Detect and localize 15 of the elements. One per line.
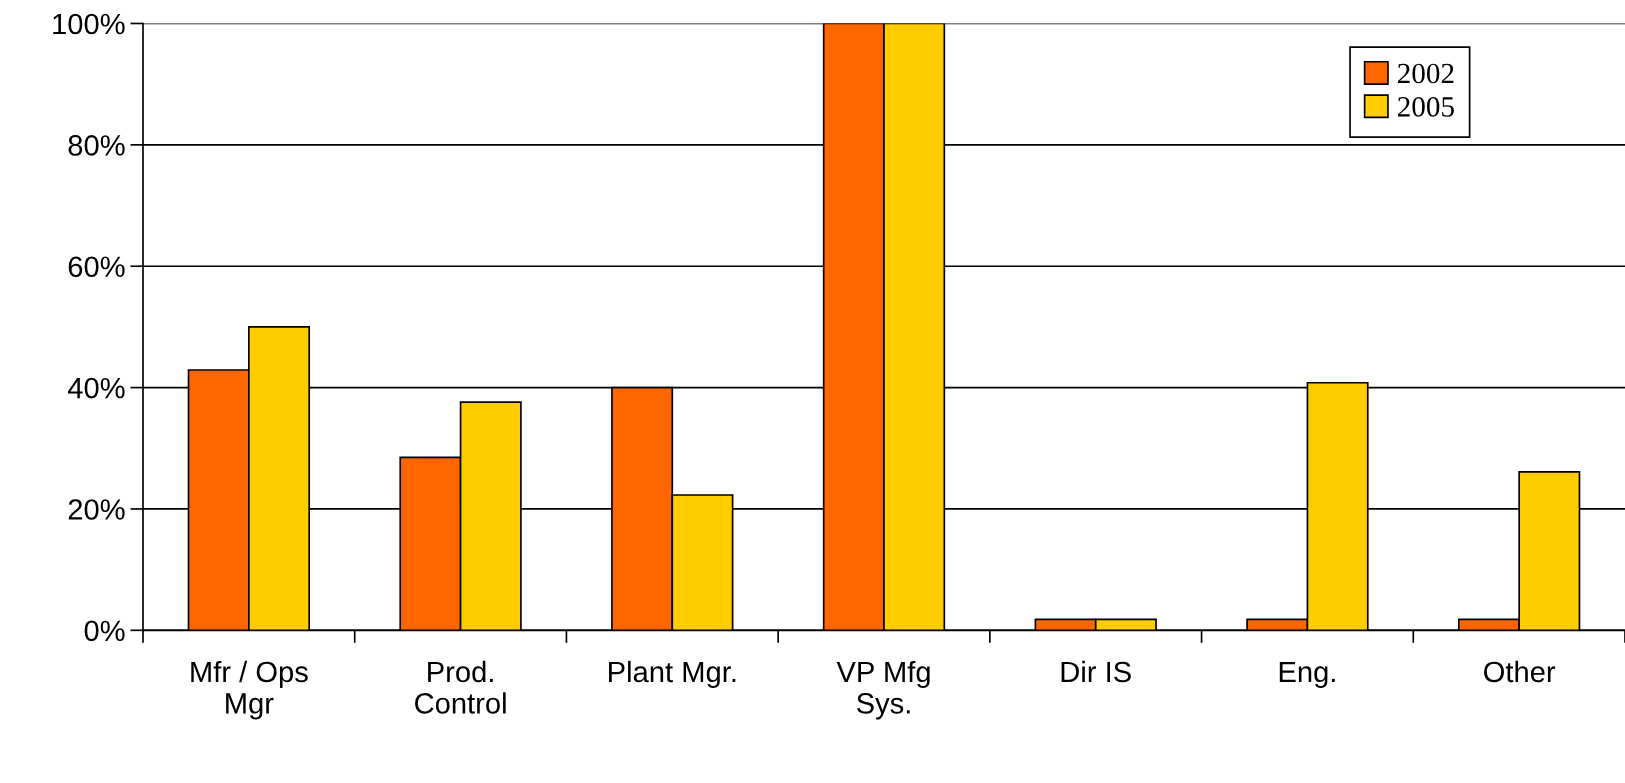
y-tick-label: 100% xyxy=(53,13,125,35)
legend-label: 2005 xyxy=(1397,96,1454,117)
x-tick-label: Plant Mgr. xyxy=(609,660,736,689)
x-tick-label: Dir IS xyxy=(1061,660,1131,683)
y-tick-label: 20% xyxy=(68,499,125,520)
y-tick-label: 0% xyxy=(84,620,125,642)
x-tick-label: Other xyxy=(1484,660,1556,683)
legend-label: 2002 xyxy=(1397,63,1454,84)
x-tick-label: Mfr / Ops Mgr xyxy=(191,660,308,720)
x-tick-label: Prod. Control xyxy=(415,660,506,714)
x-tick-label: Eng. xyxy=(1279,661,1335,689)
y-tick-label: 80% xyxy=(68,135,125,156)
y-tick-label: 60% xyxy=(68,256,125,278)
y-tick-label: 40% xyxy=(67,377,125,399)
x-tick-label: VP Mfg Sys. xyxy=(836,660,930,720)
